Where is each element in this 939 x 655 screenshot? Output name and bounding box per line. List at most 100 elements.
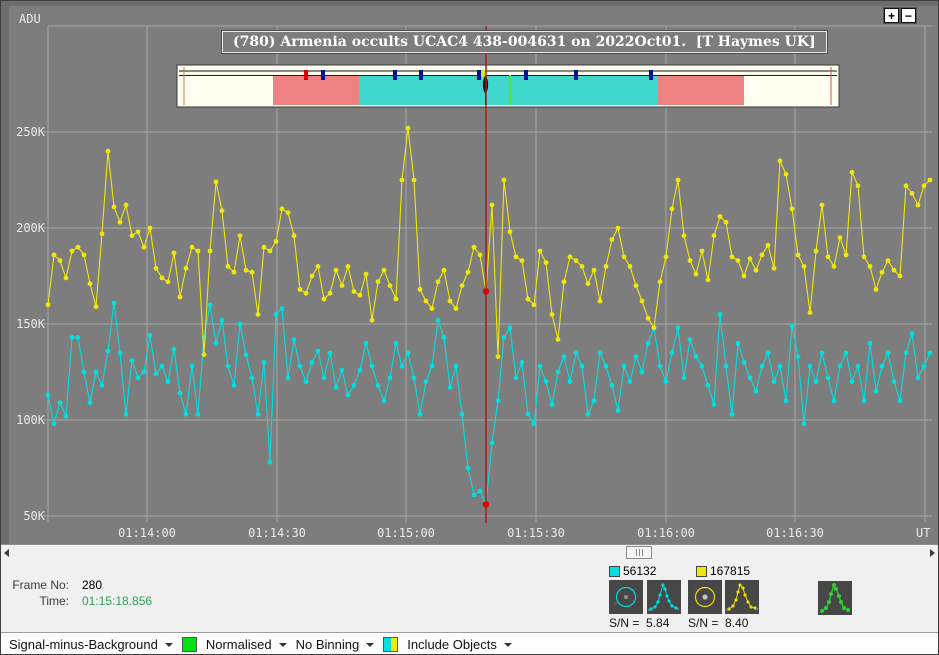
data-point[interactable] [537,248,543,254]
data-point[interactable] [237,321,243,327]
series-points-56132[interactable] [45,300,933,507]
data-point[interactable] [609,237,615,242]
data-point[interactable] [453,363,459,369]
data-point[interactable] [135,229,141,235]
data-point[interactable] [273,312,279,317]
data-point[interactable] [201,335,207,340]
data-point[interactable] [789,323,795,329]
data-point[interactable] [465,465,471,471]
data-point[interactable] [561,354,567,359]
data-point[interactable] [75,335,81,340]
data-point[interactable] [915,375,921,381]
data-point[interactable] [585,411,591,417]
data-point[interactable] [927,350,933,356]
data-point[interactable] [183,411,189,417]
data-point[interactable] [669,206,675,212]
data-point[interactable] [801,264,807,269]
data-point[interactable] [783,398,789,404]
data-point[interactable] [501,335,507,340]
data-point[interactable] [195,248,201,254]
data-point[interactable] [855,363,861,369]
data-point[interactable] [237,233,243,239]
data-point[interactable] [423,379,429,384]
data-point[interactable] [51,421,57,427]
data-point[interactable] [273,239,279,244]
data-point[interactable] [123,411,129,417]
data-point[interactable] [147,225,153,231]
data-point[interactable] [555,369,561,375]
data-point[interactable] [729,411,735,417]
data-point[interactable] [867,340,873,346]
data-point[interactable] [843,350,849,356]
data-point[interactable] [381,267,387,273]
scroll-right-arrow-icon[interactable] [930,549,935,557]
data-point[interactable] [285,375,291,381]
data-point[interactable] [849,379,855,384]
data-point[interactable] [417,287,423,292]
data-point[interactable] [279,306,285,311]
data-point[interactable] [363,271,369,277]
data-point[interactable] [159,275,165,281]
data-point[interactable] [603,363,609,369]
data-point[interactable] [411,375,417,381]
data-point[interactable] [315,264,321,269]
series-points-167815[interactable] [45,125,933,359]
data-point[interactable] [711,233,717,239]
data-point[interactable] [333,267,339,273]
data-point[interactable] [741,273,747,279]
data-point[interactable] [567,254,573,260]
data-point[interactable] [261,244,267,250]
data-point[interactable] [303,379,309,384]
data-point[interactable] [369,317,375,323]
data-point[interactable] [663,254,669,260]
data-point[interactable] [105,348,111,354]
data-point[interactable] [189,363,195,369]
data-point[interactable] [231,383,237,388]
data-point[interactable] [645,340,651,346]
data-point[interactable] [249,375,255,381]
data-point[interactable] [765,350,771,356]
data-point[interactable] [321,296,327,302]
data-point[interactable] [495,354,501,359]
data-point[interactable] [267,248,273,254]
data-point[interactable] [783,171,789,177]
data-point[interactable] [279,206,285,212]
data-point[interactable] [375,383,381,388]
zoom-in-button[interactable]: + [883,7,900,24]
data-point[interactable] [573,258,579,263]
data-point[interactable] [651,325,657,331]
data-point[interactable] [171,346,177,352]
horizontal-scrollbar[interactable] [1,544,938,560]
data-point[interactable] [921,363,927,369]
data-point[interactable] [915,202,921,208]
include-objects-dropdown[interactable]: Include Objects [407,637,512,652]
data-point[interactable] [519,360,525,365]
data-point[interactable] [165,279,171,285]
data-point[interactable] [219,317,225,323]
data-point[interactable] [837,363,843,369]
data-point[interactable] [75,244,81,250]
data-point[interactable] [363,340,369,346]
data-point[interactable] [99,383,105,388]
data-point[interactable] [729,254,735,260]
data-point[interactable] [375,279,381,285]
data-point[interactable] [315,348,321,354]
data-point[interactable] [837,235,843,241]
data-point[interactable] [111,300,117,306]
data-point[interactable] [63,413,69,419]
data-point[interactable] [813,248,819,254]
data-point[interactable] [687,337,693,342]
data-point[interactable] [657,363,663,369]
data-point[interactable] [129,233,135,239]
data-point[interactable] [351,383,357,388]
data-point[interactable] [597,298,603,304]
data-point[interactable] [597,350,603,356]
data-point[interactable] [891,379,897,384]
data-point[interactable] [633,354,639,359]
data-point[interactable] [543,379,549,384]
data-point[interactable] [297,363,303,369]
data-point[interactable] [489,440,495,446]
data-point[interactable] [561,279,567,285]
data-point[interactable] [45,302,51,308]
data-point[interactable] [243,352,249,358]
